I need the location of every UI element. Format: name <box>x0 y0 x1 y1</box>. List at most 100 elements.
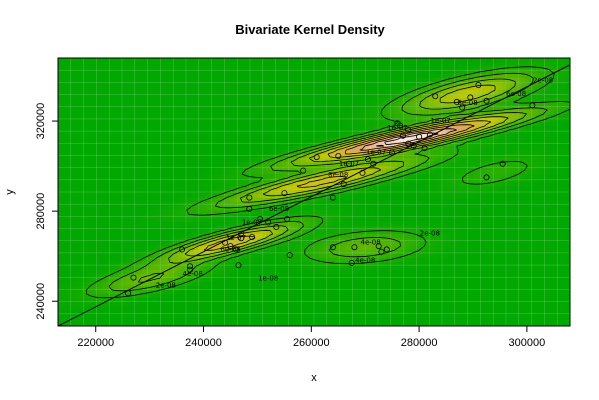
density-cell <box>330 66 335 71</box>
density-cell <box>142 94 147 99</box>
density-cell <box>270 114 275 119</box>
density-cell <box>318 110 323 115</box>
density-cell <box>362 174 367 179</box>
density-cell <box>274 194 279 199</box>
density-cell <box>186 70 191 75</box>
density-cell <box>494 170 499 175</box>
density-cell <box>58 110 63 115</box>
density-cell <box>78 162 83 167</box>
density-cell <box>482 126 487 131</box>
density-cell <box>562 158 567 163</box>
density-cell <box>66 58 71 63</box>
density-cell <box>378 98 383 103</box>
density-cell <box>150 198 155 203</box>
density-cell <box>526 174 531 179</box>
density-cell <box>458 198 463 203</box>
density-cell <box>166 210 171 215</box>
density-cell <box>322 106 327 111</box>
density-cell <box>242 106 247 111</box>
density-cell <box>334 194 339 199</box>
density-cell <box>174 62 179 67</box>
density-cell <box>390 166 395 171</box>
density-cell <box>318 150 323 155</box>
density-cell <box>474 206 479 211</box>
density-cell <box>458 194 463 199</box>
density-cell <box>178 126 183 131</box>
density-cell <box>262 178 267 183</box>
density-cell <box>394 182 399 187</box>
density-cell <box>562 58 567 63</box>
density-cell <box>322 162 327 167</box>
density-cell <box>262 194 267 199</box>
density-cell <box>518 62 523 67</box>
density-cell <box>146 210 151 215</box>
density-cell <box>526 158 531 163</box>
density-cell <box>486 98 491 103</box>
density-cell <box>214 198 219 203</box>
density-cell <box>102 138 107 143</box>
density-cell <box>242 138 247 143</box>
density-cell <box>310 130 315 135</box>
density-cell <box>346 162 351 167</box>
density-cell <box>494 74 499 79</box>
density-cell <box>62 126 67 131</box>
density-cell <box>450 130 455 135</box>
density-cell <box>538 154 543 159</box>
density-cell <box>518 154 523 159</box>
density-cell <box>378 94 383 99</box>
density-cell <box>102 98 107 103</box>
density-cell <box>278 126 283 131</box>
density-cell <box>550 210 555 215</box>
density-cell <box>258 142 263 147</box>
density-cell <box>330 182 335 187</box>
density-cell <box>498 82 503 87</box>
density-cell <box>338 82 343 87</box>
density-cell <box>366 74 371 79</box>
density-cell <box>238 110 243 115</box>
density-cell <box>434 82 439 87</box>
density-cell <box>502 74 507 79</box>
density-cell <box>318 198 323 203</box>
density-cell <box>454 170 459 175</box>
density-cell <box>522 182 527 187</box>
density-cell <box>198 102 203 107</box>
density-cell <box>198 158 203 163</box>
density-cell <box>346 118 351 123</box>
density-cell <box>134 118 139 123</box>
density-cell <box>90 106 95 111</box>
density-cell <box>82 86 87 91</box>
density-cell <box>70 118 75 123</box>
density-cell <box>378 166 383 171</box>
density-cell <box>506 134 511 139</box>
density-cell <box>234 186 239 191</box>
density-cell <box>538 98 543 103</box>
density-cell <box>362 86 367 91</box>
density-cell <box>438 78 443 83</box>
density-cell <box>442 210 447 215</box>
density-cell <box>242 90 247 95</box>
density-cell <box>522 118 527 123</box>
density-cell <box>202 98 207 103</box>
density-cell <box>166 166 171 171</box>
density-cell <box>266 134 271 139</box>
density-cell <box>82 210 87 215</box>
density-cell <box>462 90 467 95</box>
density-cell <box>366 186 371 191</box>
density-cell <box>186 210 191 215</box>
density-cell <box>378 118 383 123</box>
density-cell <box>370 122 375 127</box>
density-cell <box>514 70 519 75</box>
density-cell <box>342 190 347 195</box>
density-cell <box>498 90 503 95</box>
density-cell <box>358 90 363 95</box>
density-cell <box>550 146 555 151</box>
density-cell <box>206 90 211 95</box>
density-cell <box>214 70 219 75</box>
density-cell <box>302 210 307 215</box>
density-cell <box>266 94 271 99</box>
density-cell <box>462 114 467 119</box>
density-cell <box>182 146 187 151</box>
density-cell <box>310 102 315 107</box>
density-cell <box>390 90 395 95</box>
density-cell <box>98 130 103 135</box>
